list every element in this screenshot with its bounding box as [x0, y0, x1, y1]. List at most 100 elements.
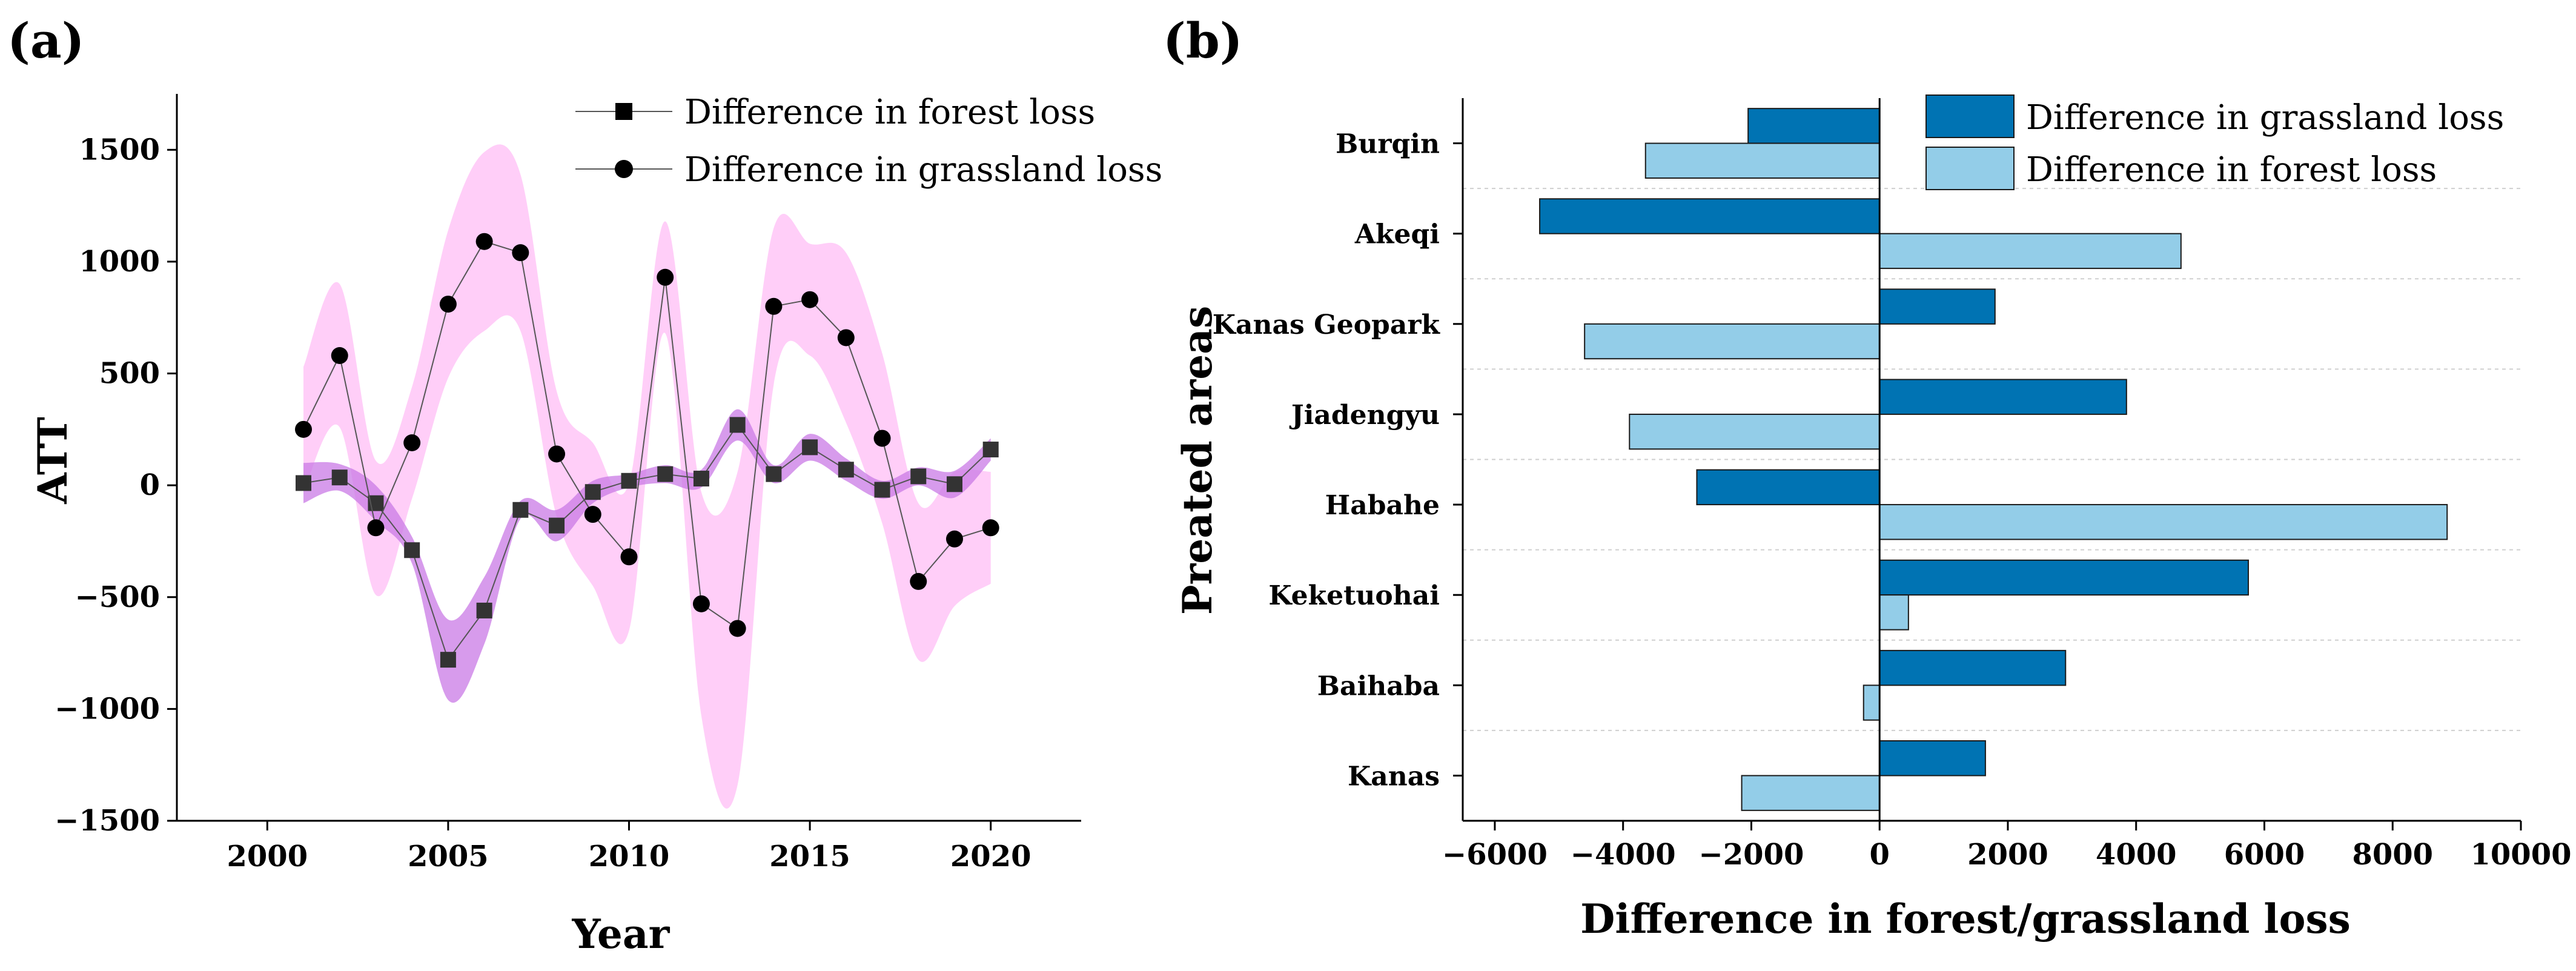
y-tick-label: −1000 — [55, 692, 160, 726]
grassland-point — [801, 291, 819, 308]
forest-point — [549, 517, 565, 534]
panel-a-label: (a) — [7, 12, 85, 69]
grassland-point — [620, 548, 638, 566]
grassland-point — [729, 620, 746, 637]
panel-b-bars — [1539, 108, 2448, 811]
panel-b-legend-grassland: Difference in grassland loss — [2026, 98, 2504, 138]
x-tick-label: 6000 — [2224, 838, 2305, 872]
panel-b-label: (b) — [1163, 12, 1243, 69]
category-label: Burqin — [1336, 129, 1440, 160]
panel-b-legend: Difference in grassland loss Difference … — [1925, 94, 2504, 190]
legend-grassland-swatch — [1925, 94, 2015, 138]
grassland-point — [475, 233, 493, 250]
grassland-bar — [1696, 469, 1881, 506]
grassland-point — [982, 519, 999, 537]
x-tick-label: 0 — [1870, 838, 1890, 872]
category-label: Keketuohai — [1268, 580, 1440, 611]
grassland-point — [584, 506, 601, 523]
category-label: Habahe — [1325, 490, 1440, 521]
panel-b-ticks: −6000 −4000 −2000 0 2000 4000 6000 8000 10000 — [1442, 821, 2572, 872]
legend-forest-swatch — [1925, 147, 2015, 190]
y-tick-label: 1500 — [79, 133, 160, 167]
grassland-point — [367, 519, 385, 537]
forest-point — [693, 471, 709, 487]
forest-bar — [1629, 413, 1881, 450]
x-tick-label: 2005 — [408, 840, 489, 873]
grassland-point — [692, 595, 710, 612]
x-tick-label: 2020 — [950, 840, 1031, 873]
forest-point — [838, 462, 854, 478]
grassland-point — [439, 296, 457, 313]
forest-bar — [1862, 684, 1881, 721]
panel-a-legend: Difference in forest loss Difference in … — [575, 93, 1162, 190]
panel-a-ticks: −1500 −1000 −500 0 500 1000 1500 2000 2005 2010 20… — [55, 133, 1031, 873]
forest-point — [296, 475, 312, 491]
grassland-point — [657, 268, 674, 286]
grassland-bar — [1879, 379, 2127, 415]
category-label: Kanas — [1348, 761, 1440, 792]
grassland-point — [512, 244, 529, 262]
forest-bar — [1879, 233, 2182, 270]
category-label: Akeqi — [1354, 219, 1440, 250]
grassland-bar — [1539, 198, 1881, 234]
panel-a-legend-grassland: Difference in grassland loss — [684, 150, 1162, 190]
forest-bar — [1879, 504, 2448, 540]
x-tick-label: 2015 — [769, 840, 850, 873]
forest-point — [331, 469, 348, 486]
forest-point — [766, 466, 782, 482]
forest-bar — [1584, 323, 1881, 360]
panel-b-categories: Burqin Akeqi Kanas Geopark Jiadengyu Habahe K… — [1213, 129, 1463, 792]
panel-a-ylabel: ATT — [29, 417, 76, 504]
x-tick-label: 10000 — [2471, 838, 2572, 872]
forest-point — [512, 502, 529, 518]
y-tick-label: −1500 — [55, 804, 160, 838]
grassland-bar — [1879, 649, 2067, 686]
y-tick-label: 1000 — [79, 245, 160, 279]
forest-point — [404, 542, 420, 558]
panel-b-legend-forest: Difference in forest loss — [2026, 150, 2437, 190]
forest-bar — [1879, 594, 1909, 631]
grassland-confidence-band — [303, 144, 991, 809]
forest-point — [584, 484, 601, 500]
legend-square-marker — [615, 103, 632, 120]
forest-point — [874, 482, 890, 498]
grassland-bar — [1879, 288, 1996, 325]
grassland-point — [837, 329, 855, 346]
forest-point — [621, 472, 637, 489]
forest-point — [802, 439, 818, 456]
grassland-point — [873, 429, 891, 447]
grassland-point — [945, 530, 963, 548]
category-label: Kanas Geopark — [1213, 310, 1441, 340]
x-tick-label: 4000 — [2096, 838, 2177, 872]
x-tick-label: −6000 — [1442, 838, 1548, 872]
forest-point — [982, 442, 999, 458]
x-tick-label: 2000 — [227, 840, 308, 873]
panel-b-axes — [1462, 98, 2521, 822]
y-tick-label: 0 — [140, 468, 160, 502]
forest-point — [910, 468, 927, 485]
grassland-point — [910, 572, 927, 590]
grassland-point — [765, 297, 783, 315]
panel-a-legend-forest: Difference in forest loss — [684, 93, 1095, 132]
panel-b-ylabel: Preated areas — [1174, 306, 1221, 615]
y-tick-label: 500 — [99, 357, 160, 391]
x-tick-label: 2000 — [1967, 838, 2048, 872]
forest-confidence-band — [303, 409, 991, 703]
grassland-bar — [1879, 740, 1986, 777]
grassland-point — [548, 445, 566, 463]
legend-circle-marker — [615, 160, 633, 178]
forest-point — [946, 476, 962, 492]
forest-bar — [1644, 142, 1881, 179]
forest-point — [729, 417, 746, 433]
grassland-point — [295, 420, 313, 438]
category-label: Jiadengyu — [1289, 400, 1440, 431]
x-tick-label: −2000 — [1699, 838, 1804, 872]
panel-b-xlabel: Difference in forest/grassland loss — [1580, 895, 2351, 943]
forest-point — [440, 652, 456, 668]
panel-b-grid — [1463, 188, 2521, 731]
grassland-bar — [1747, 108, 1881, 144]
x-tick-label: 2010 — [589, 840, 670, 873]
panel-a-xlabel: Year — [572, 910, 670, 958]
panel-a-bands — [303, 144, 991, 809]
